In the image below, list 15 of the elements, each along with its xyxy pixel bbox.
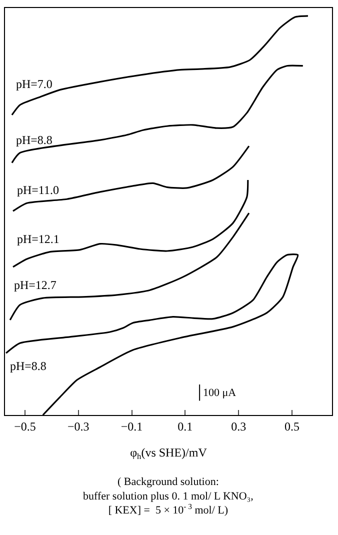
series-label: pH=8.8	[10, 359, 46, 373]
x-tick-label: −0.3	[68, 419, 90, 434]
series-label: pH=11.0	[17, 183, 59, 197]
x-tick-label: −0.1	[120, 419, 143, 434]
text: ( Background solution: buffer solution plus 0. 1 mol/ L KNO₃, [ KEX] = 5 × 10$^{- 3}$ mol/ L)	[83, 476, 254, 517]
series-label: pH=12.1	[17, 232, 60, 246]
series-label: pH=7.0	[16, 77, 52, 91]
annotation: 100 μA	[203, 387, 236, 399]
x-axis-title: φ$_{h}$(vs SHE)/mV	[130, 445, 208, 461]
x-tick-label: 0.1	[178, 419, 193, 434]
series-label: pH=12.7	[14, 278, 56, 292]
x-tick-label: −0.5	[14, 419, 36, 434]
x-tick-label: 0.5	[284, 419, 300, 434]
series-label: pH=8.8	[16, 133, 52, 147]
x-tick-label: 0.3	[231, 419, 246, 434]
